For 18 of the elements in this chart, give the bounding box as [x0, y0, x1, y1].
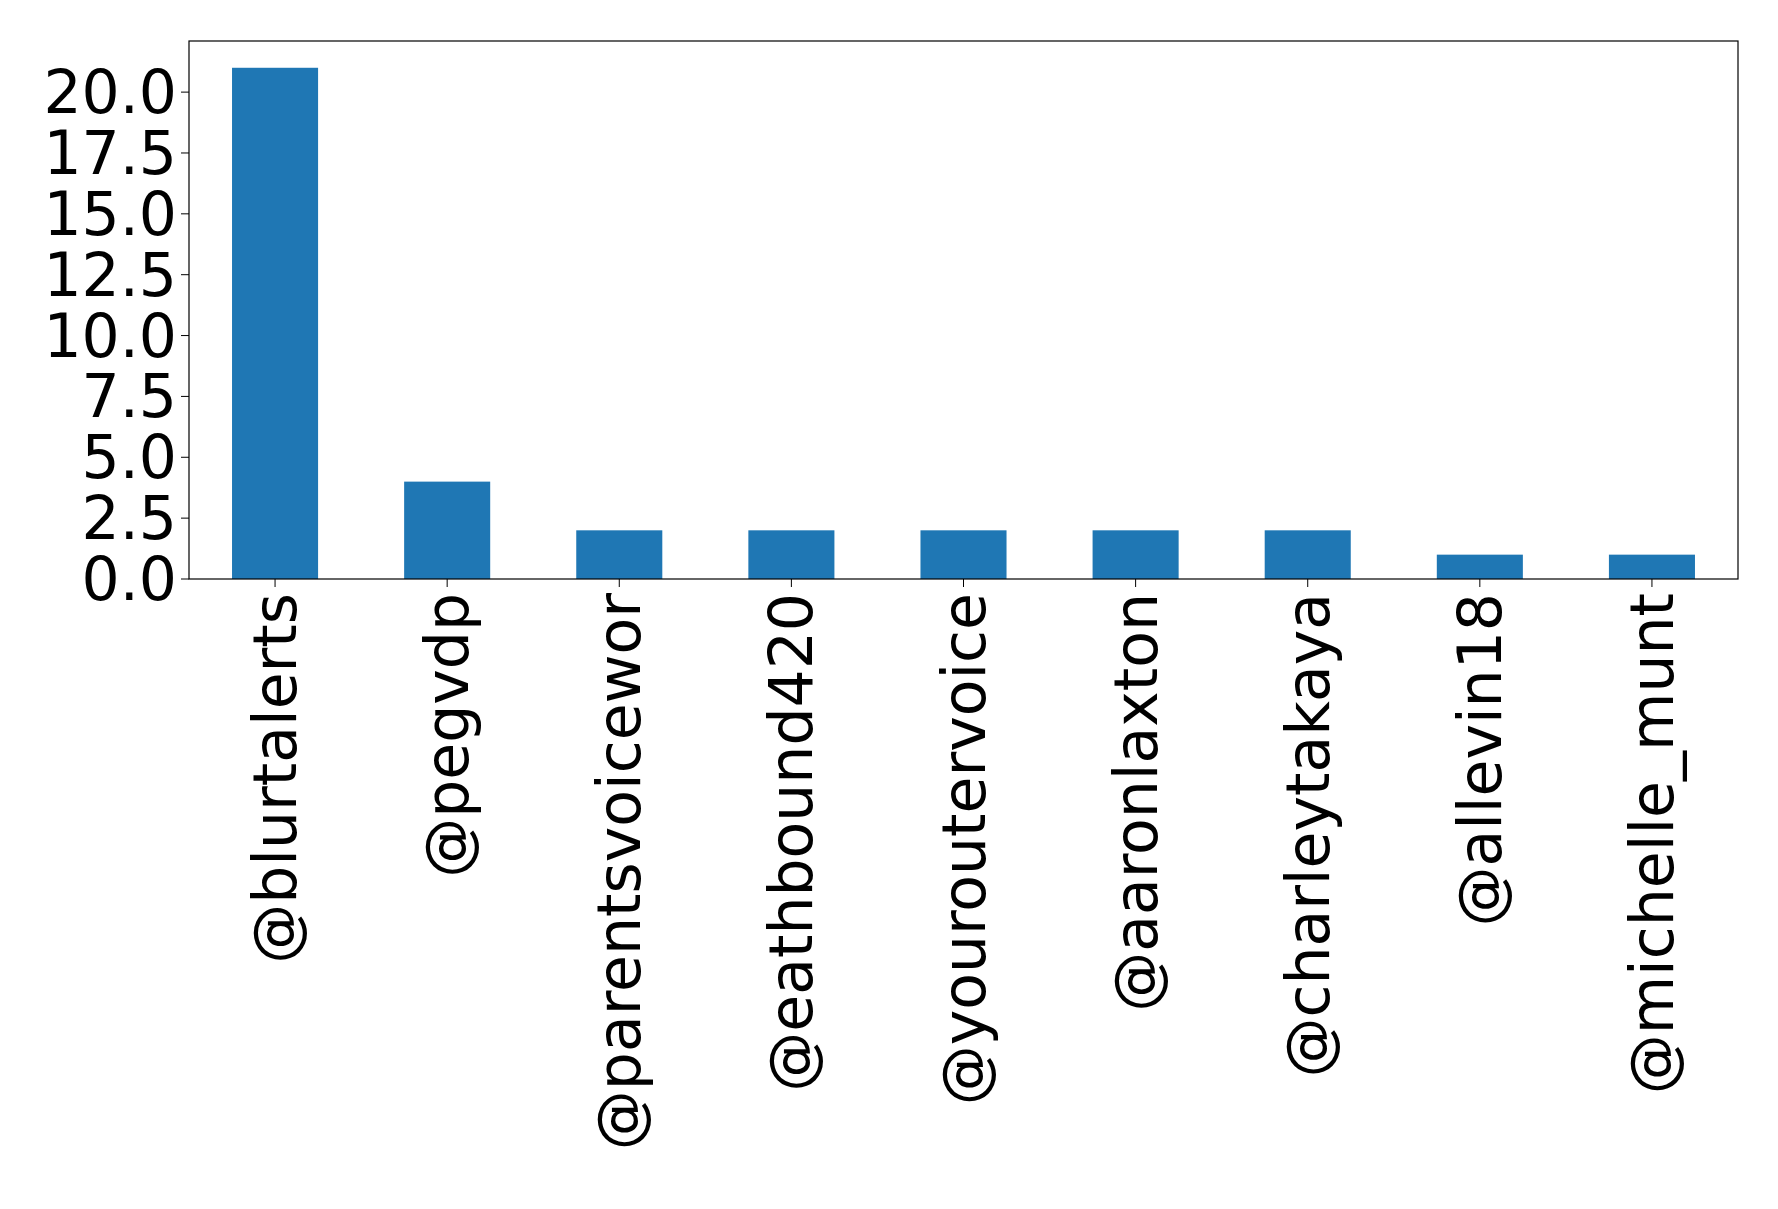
x-tick-label: @parentsvoicewor	[584, 592, 655, 1151]
bar	[1092, 530, 1179, 579]
x-tick-label: @charleytakaya	[1272, 593, 1343, 1078]
bar	[1264, 530, 1351, 579]
x-tick-label: @youroutervoice	[928, 593, 999, 1106]
bar	[920, 530, 1007, 579]
x-tick-label: @blurtalerts	[240, 593, 311, 964]
x-tick-label: @michelle_munt	[1616, 593, 1687, 1095]
bar	[232, 67, 319, 579]
x-tick-label: @pegvdp	[412, 593, 483, 878]
bar	[576, 530, 663, 579]
bar	[404, 481, 491, 579]
x-tick-label: @aaronlaxton	[1100, 593, 1171, 1012]
bar	[1436, 554, 1523, 579]
x-tick-label: @allevin18	[1444, 593, 1515, 927]
bar	[1608, 554, 1695, 579]
bar	[748, 530, 835, 579]
x-tick-label: @eathbound420	[756, 593, 827, 1092]
